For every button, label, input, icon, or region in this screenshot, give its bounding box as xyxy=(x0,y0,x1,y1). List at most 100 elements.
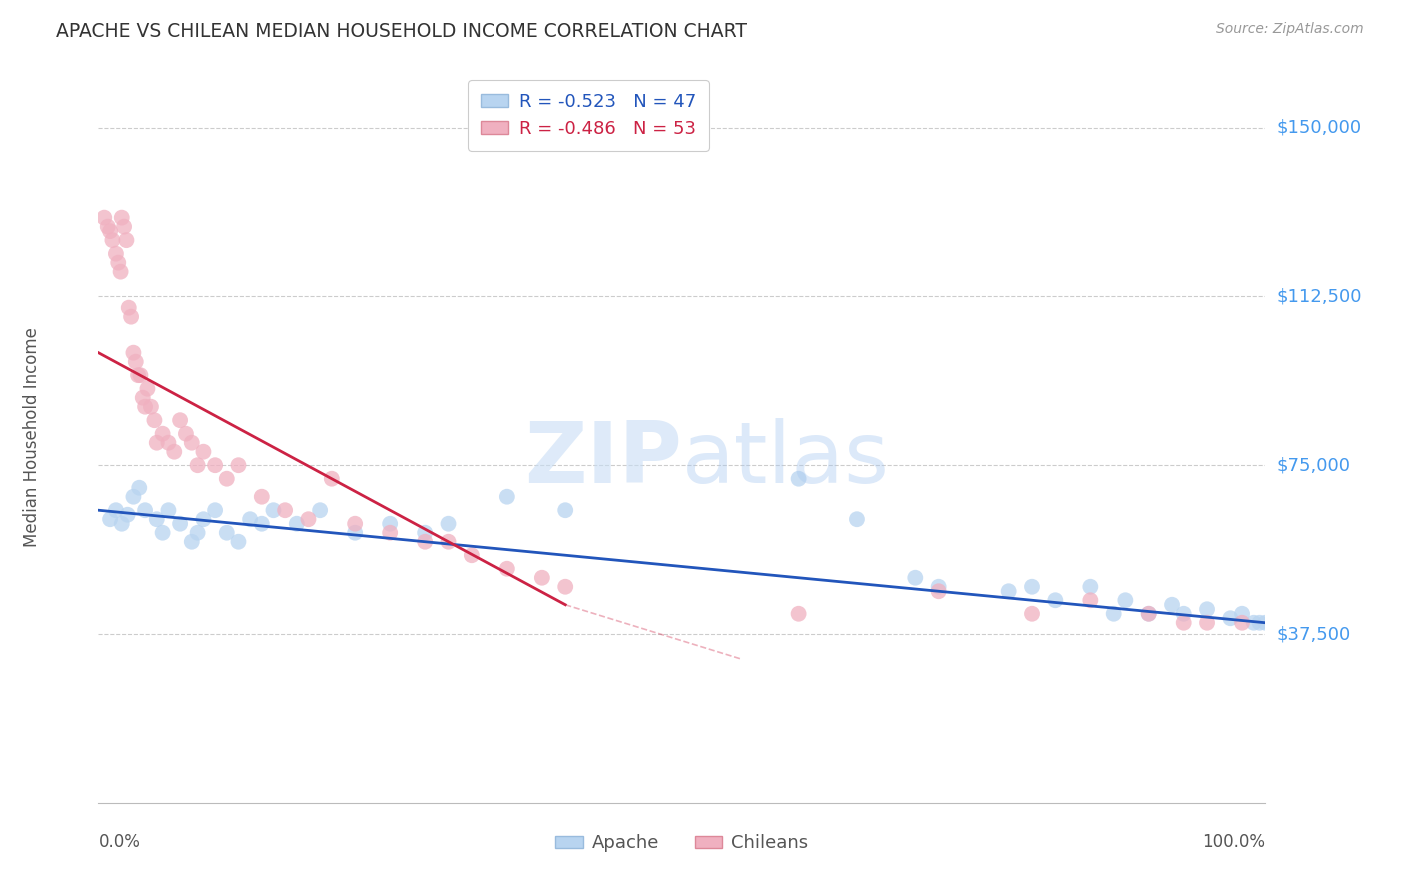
Text: $150,000: $150,000 xyxy=(1277,119,1361,136)
Point xyxy=(146,435,169,450)
Point xyxy=(437,534,460,549)
Point xyxy=(1243,615,1265,630)
Point xyxy=(344,525,367,540)
Point xyxy=(169,413,191,427)
Point xyxy=(787,607,810,621)
Point xyxy=(193,512,215,526)
Text: Source: ZipAtlas.com: Source: ZipAtlas.com xyxy=(1216,22,1364,37)
Legend: Apache, Chileans: Apache, Chileans xyxy=(548,827,815,860)
Point xyxy=(128,481,150,495)
Point xyxy=(413,534,436,549)
Point xyxy=(157,503,180,517)
Point xyxy=(104,246,127,260)
Point xyxy=(187,525,209,540)
Point xyxy=(101,233,124,247)
Point xyxy=(115,233,138,247)
Point xyxy=(1161,598,1184,612)
Point xyxy=(112,219,135,234)
Point xyxy=(846,512,869,526)
Point xyxy=(262,503,284,517)
Point xyxy=(215,525,238,540)
Point xyxy=(285,516,308,531)
Point xyxy=(152,525,174,540)
Point xyxy=(129,368,152,383)
Point xyxy=(239,512,262,526)
Point xyxy=(98,224,121,238)
Text: ZIP: ZIP xyxy=(524,417,682,500)
Point xyxy=(157,435,180,450)
Point xyxy=(321,472,343,486)
Point xyxy=(928,584,950,599)
Point xyxy=(554,503,576,517)
Point xyxy=(1230,615,1253,630)
Point xyxy=(1173,615,1195,630)
Point xyxy=(1195,602,1218,616)
Point xyxy=(118,301,141,315)
Point xyxy=(380,525,402,540)
Text: $112,500: $112,500 xyxy=(1277,287,1362,305)
Point xyxy=(250,490,273,504)
Point xyxy=(1230,607,1253,621)
Point xyxy=(904,571,927,585)
Point xyxy=(496,490,519,504)
Point xyxy=(928,580,950,594)
Point xyxy=(1045,593,1067,607)
Point xyxy=(1195,615,1218,630)
Point xyxy=(193,444,215,458)
Point xyxy=(1021,580,1043,594)
Point xyxy=(111,516,134,531)
Text: 100.0%: 100.0% xyxy=(1202,833,1265,851)
Text: APACHE VS CHILEAN MEDIAN HOUSEHOLD INCOME CORRELATION CHART: APACHE VS CHILEAN MEDIAN HOUSEHOLD INCOM… xyxy=(56,22,747,41)
Point xyxy=(107,255,129,269)
Point xyxy=(997,584,1019,599)
Point xyxy=(139,400,162,414)
Point xyxy=(530,571,553,585)
Point xyxy=(134,400,156,414)
Point xyxy=(1219,611,1241,625)
Point xyxy=(146,512,169,526)
Point xyxy=(344,516,367,531)
Point xyxy=(1021,607,1043,621)
Point xyxy=(134,503,156,517)
Point xyxy=(122,345,145,359)
Point xyxy=(187,458,209,473)
Point xyxy=(1249,615,1271,630)
Point xyxy=(163,444,186,458)
Point xyxy=(1254,615,1277,630)
Point xyxy=(204,458,226,473)
Point xyxy=(228,534,250,549)
Point xyxy=(413,525,436,540)
Point xyxy=(136,382,159,396)
Point xyxy=(169,516,191,531)
Point xyxy=(1102,607,1125,621)
Point xyxy=(250,516,273,531)
Text: $37,500: $37,500 xyxy=(1277,625,1351,643)
Point xyxy=(120,310,142,324)
Point xyxy=(152,426,174,441)
Point xyxy=(110,265,132,279)
Text: 0.0%: 0.0% xyxy=(98,833,141,851)
Point xyxy=(437,516,460,531)
Point xyxy=(297,512,319,526)
Point xyxy=(180,435,202,450)
Point xyxy=(1080,580,1102,594)
Point xyxy=(554,580,576,594)
Point xyxy=(496,562,519,576)
Point xyxy=(1137,607,1160,621)
Point xyxy=(1080,593,1102,607)
Text: atlas: atlas xyxy=(682,417,890,500)
Point xyxy=(122,490,145,504)
Text: $75,000: $75,000 xyxy=(1277,456,1351,475)
Point xyxy=(174,426,197,441)
Point xyxy=(143,413,166,427)
Point xyxy=(204,503,226,517)
Point xyxy=(93,211,115,225)
Point xyxy=(180,534,202,549)
Point xyxy=(127,368,149,383)
Point xyxy=(117,508,139,522)
Point xyxy=(461,548,484,562)
Point xyxy=(132,391,155,405)
Text: Median Household Income: Median Household Income xyxy=(22,327,41,547)
Point xyxy=(97,219,120,234)
Point xyxy=(274,503,297,517)
